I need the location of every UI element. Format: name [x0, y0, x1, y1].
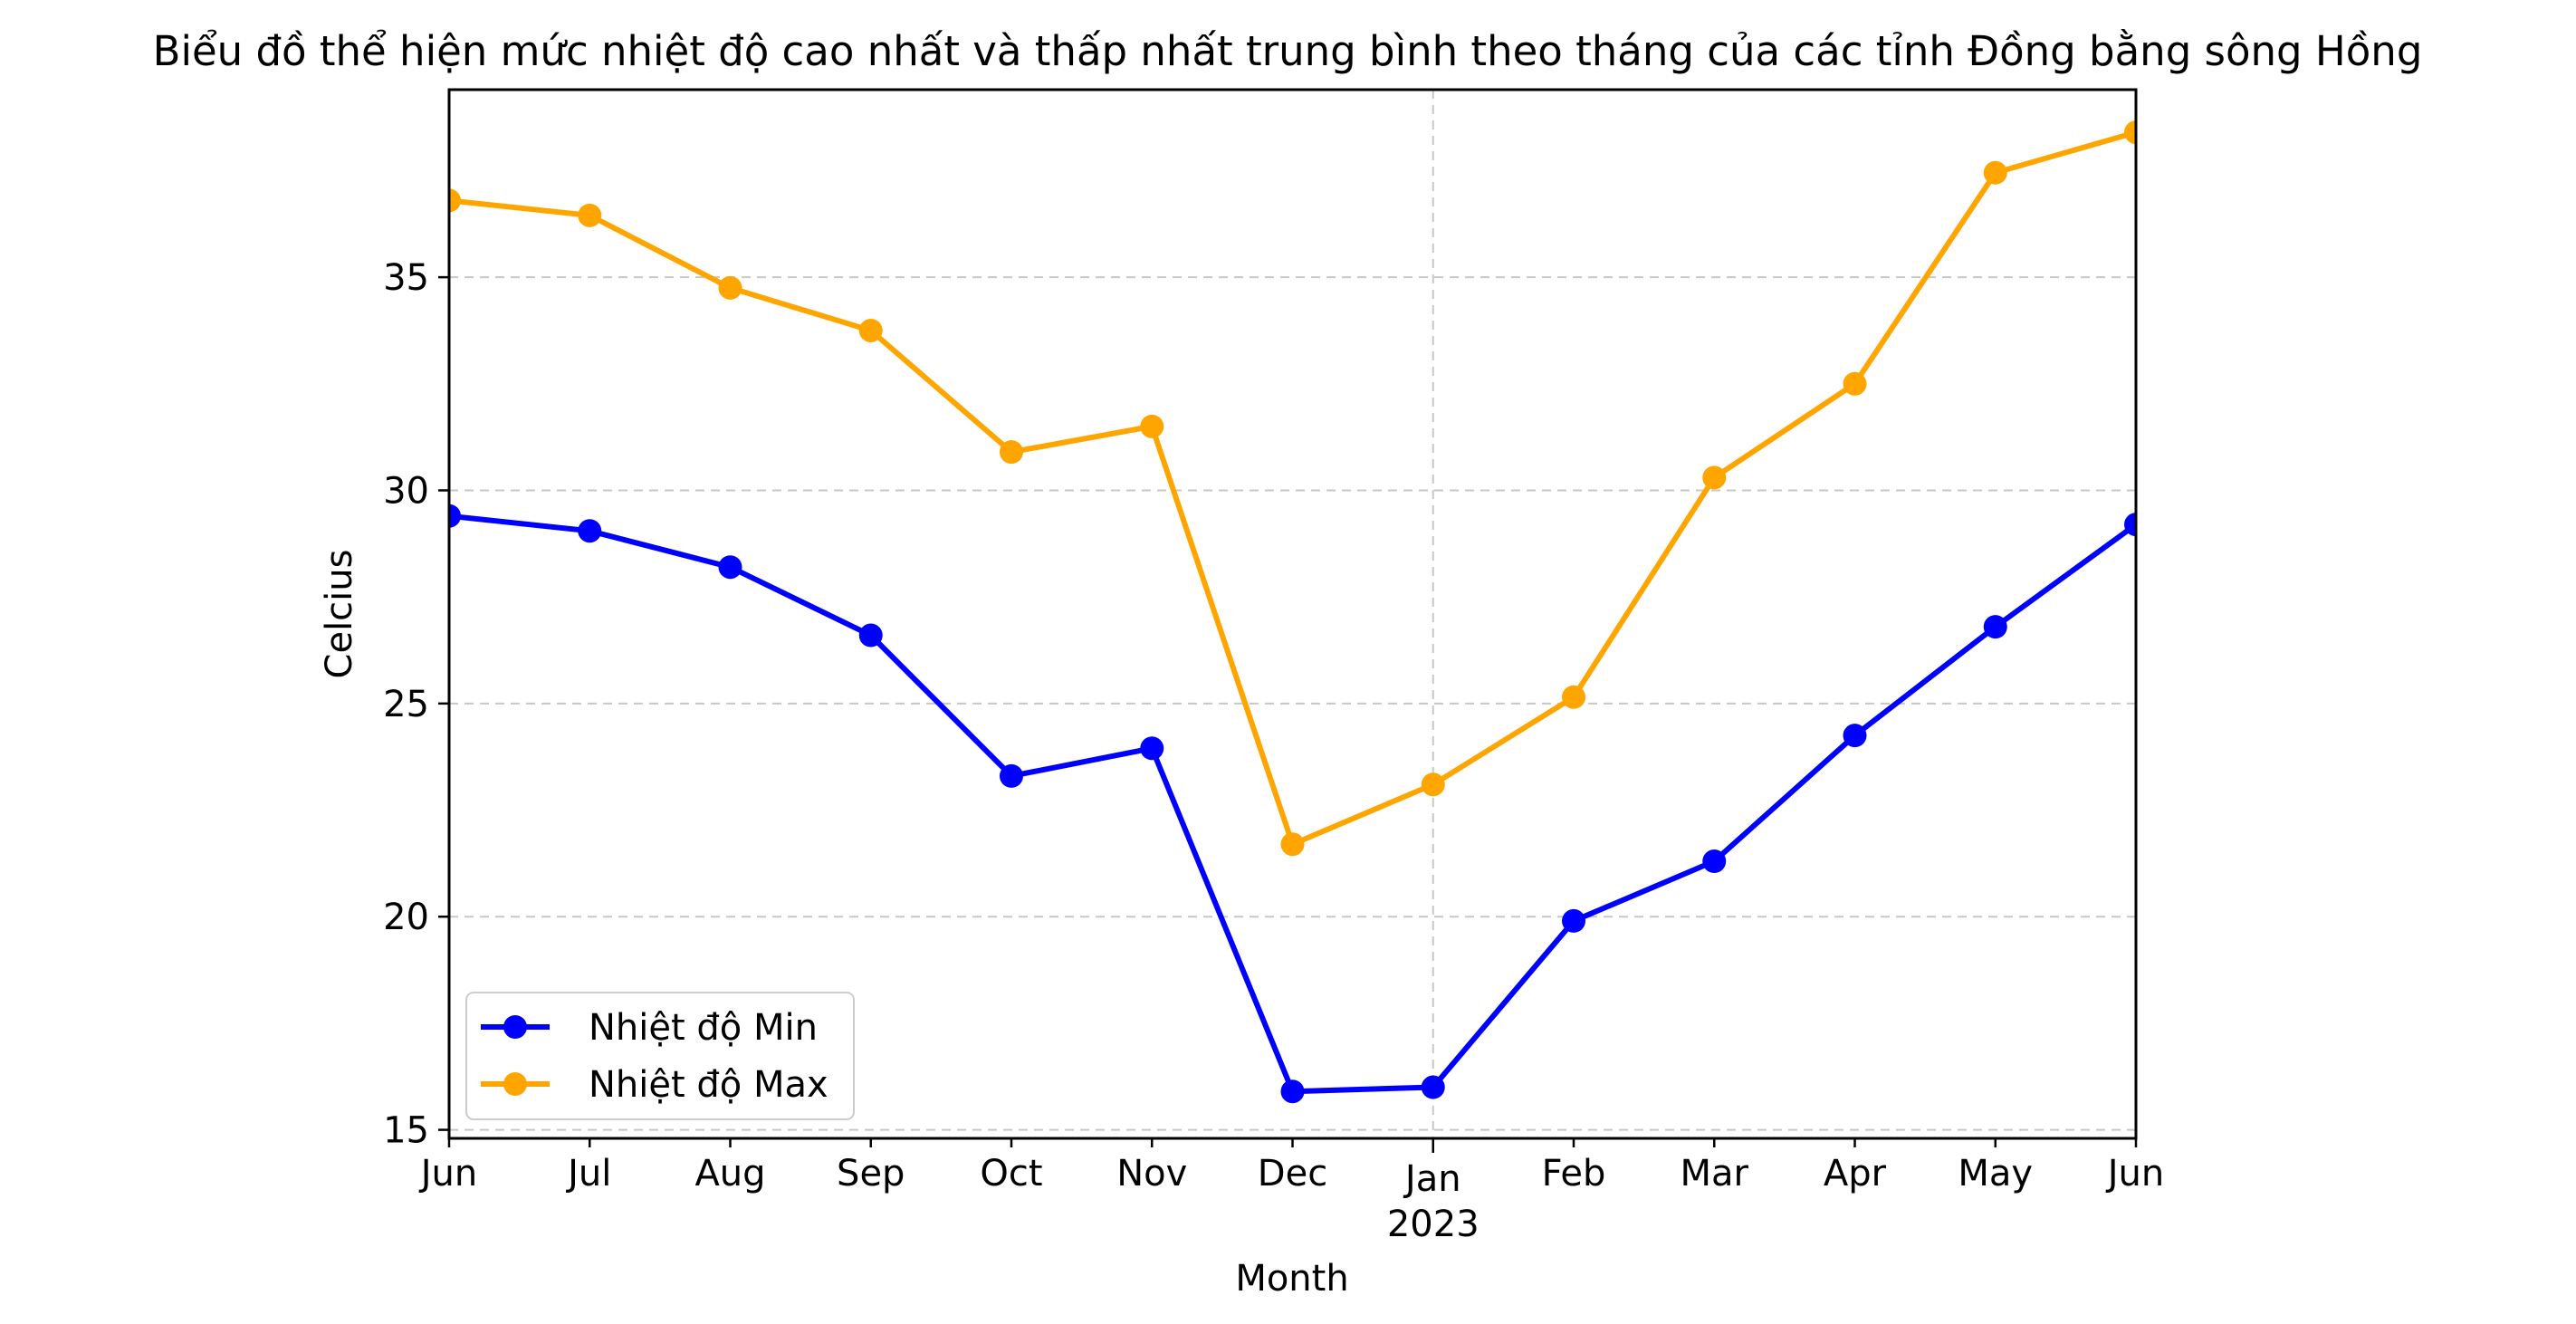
y-tick-label: 30	[383, 470, 429, 512]
data-point-min	[1280, 1079, 1305, 1104]
data-point-min	[1843, 724, 1867, 748]
data-point-min	[1983, 615, 2007, 639]
data-point-max	[1000, 440, 1023, 465]
x-tick-label: Sep	[837, 1153, 905, 1194]
x-tick-label: Jun	[418, 1153, 478, 1194]
data-point-max	[1702, 465, 1727, 490]
legend-marker-max	[503, 1072, 527, 1096]
x-tick-label: Feb	[1542, 1153, 1606, 1194]
x-tick-label: May	[1958, 1153, 2033, 1194]
y-tick-label: 20	[383, 897, 429, 938]
x-tick-label: Jul	[565, 1153, 611, 1194]
chart-title: Biểu đồ thể hiện mức nhiệt độ cao nhất v…	[153, 27, 2423, 75]
y-tick-label: 35	[383, 257, 429, 299]
data-point-max	[2124, 120, 2136, 145]
data-point-min	[449, 504, 461, 528]
data-point-min	[1421, 1075, 1445, 1099]
data-point-min	[858, 623, 883, 648]
data-point-max	[449, 188, 461, 213]
x-tick-label: Dec	[1258, 1153, 1327, 1194]
legend-marker-min	[503, 1015, 527, 1039]
data-point-max	[858, 318, 883, 342]
data-point-min	[1140, 736, 1164, 761]
x-tick-label: Mar	[1681, 1153, 1749, 1194]
legend-box	[465, 992, 855, 1120]
x-axis: Jun Jul Aug Sep Oct Nov Dec Jan Feb Mar Apr May Jun 2…	[418, 1138, 2165, 1245]
data-point-max	[1421, 772, 1445, 797]
data-point-max	[578, 203, 602, 227]
data-point-max	[1983, 160, 2007, 185]
data-point-min	[2124, 513, 2136, 537]
x-year-label: 2023	[1387, 1204, 1480, 1245]
legend: Nhiệt độ Min Nhiệt độ Max	[465, 992, 855, 1120]
axes-frame	[447, 88, 2138, 1140]
x-tick-label: Aug	[694, 1153, 765, 1194]
x-tick-label: Jan	[1403, 1158, 1461, 1200]
data-point-min	[1000, 763, 1023, 788]
data-point-min	[718, 555, 742, 580]
data-point-max	[1140, 414, 1164, 438]
data-point-min	[1562, 908, 1585, 933]
y-tick-label: 15	[383, 1110, 429, 1152]
grid	[449, 90, 2136, 1138]
x-tick-label: Apr	[1824, 1153, 1887, 1194]
y-axis: 15 20 25 30 35	[383, 257, 449, 1152]
data-point-max	[1562, 685, 1585, 709]
data-point-max	[1843, 371, 1867, 396]
data-point-min	[578, 519, 602, 543]
x-tick-label: Jun	[2105, 1153, 2165, 1194]
y-tick-label: 25	[383, 684, 429, 725]
data-point-max	[718, 275, 742, 300]
series-line-max	[449, 129, 2136, 848]
x-axis-label: Month	[1235, 1258, 1348, 1300]
plot-area	[449, 120, 2136, 1104]
y-axis-label: Celcius	[319, 550, 360, 679]
data-point-max	[1280, 832, 1305, 857]
x-tick-label: Nov	[1116, 1153, 1187, 1194]
legend-label-max: Nhiệt độ Max	[589, 1064, 828, 1106]
legend-label-min: Nhiệt độ Min	[589, 1007, 818, 1049]
data-point-min	[1702, 849, 1727, 874]
x-tick-label: Oct	[980, 1153, 1042, 1194]
